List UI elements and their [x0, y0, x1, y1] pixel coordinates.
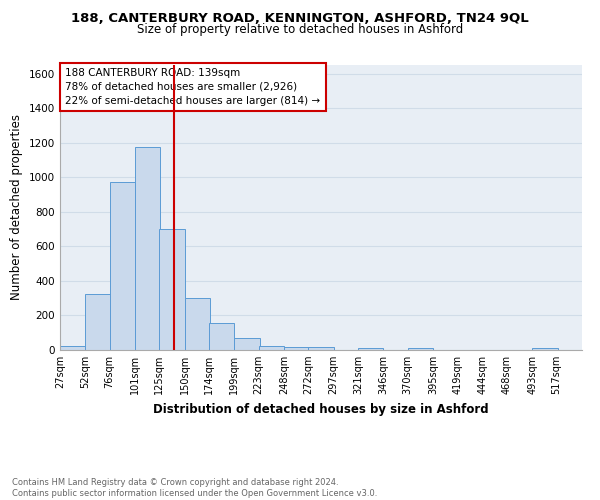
Bar: [85, 294, 110, 350]
Bar: [160, 229, 185, 350]
Bar: [235, 338, 260, 350]
Bar: [308, 348, 334, 350]
Bar: [358, 348, 383, 350]
Bar: [209, 323, 235, 350]
Text: 188 CANTERBURY ROAD: 139sqm
78% of detached houses are smaller (2,926)
22% of se: 188 CANTERBURY ROAD: 139sqm 78% of detac…: [65, 68, 320, 106]
Text: Contains HM Land Registry data © Crown copyright and database right 2024.
Contai: Contains HM Land Registry data © Crown c…: [12, 478, 377, 498]
Text: 188, CANTERBURY ROAD, KENNINGTON, ASHFORD, TN24 9QL: 188, CANTERBURY ROAD, KENNINGTON, ASHFOR…: [71, 12, 529, 26]
Bar: [110, 182, 135, 350]
Bar: [284, 348, 310, 350]
X-axis label: Distribution of detached houses by size in Ashford: Distribution of detached houses by size …: [153, 402, 489, 415]
Bar: [60, 346, 85, 350]
Bar: [407, 348, 433, 350]
Bar: [135, 147, 160, 350]
Bar: [532, 348, 557, 350]
Text: Size of property relative to detached houses in Ashford: Size of property relative to detached ho…: [137, 22, 463, 36]
Y-axis label: Number of detached properties: Number of detached properties: [10, 114, 23, 300]
Bar: [185, 298, 210, 350]
Bar: [259, 346, 284, 350]
